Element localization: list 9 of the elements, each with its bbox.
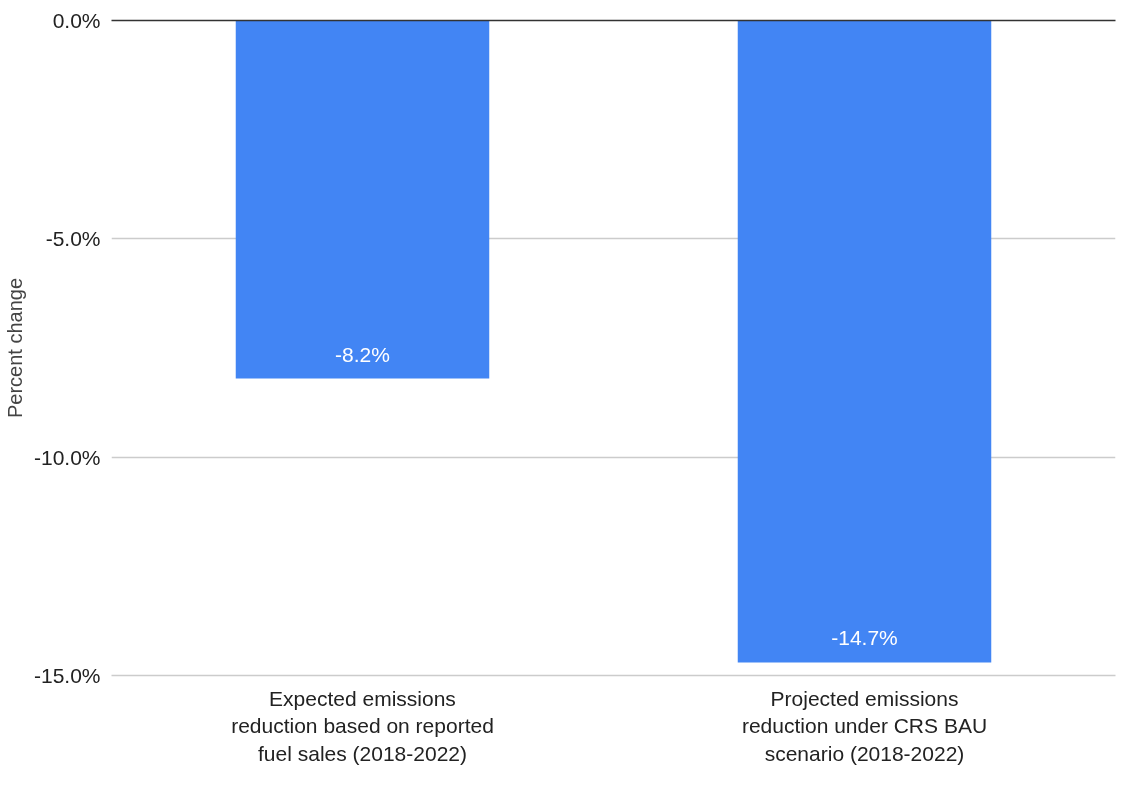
y-tick-label: 0.0%	[52, 9, 101, 32]
x-tick-label: Expected emissions reduction based on reported fuel sales (2018-2022)	[231, 686, 494, 765]
y-tick-label: -5.0%	[45, 227, 101, 251]
data-label: -8.2%	[335, 342, 390, 366]
y-axis-title: Percent change	[3, 277, 26, 419]
x-tick-label: Projected emissions reduction under CRS BAU scenario (2018-2022)	[741, 686, 988, 765]
y-tick-label: -10.0%	[33, 445, 101, 469]
data-label: -14.7%	[831, 626, 898, 650]
y-tick-label: -15.0%	[33, 664, 101, 687]
